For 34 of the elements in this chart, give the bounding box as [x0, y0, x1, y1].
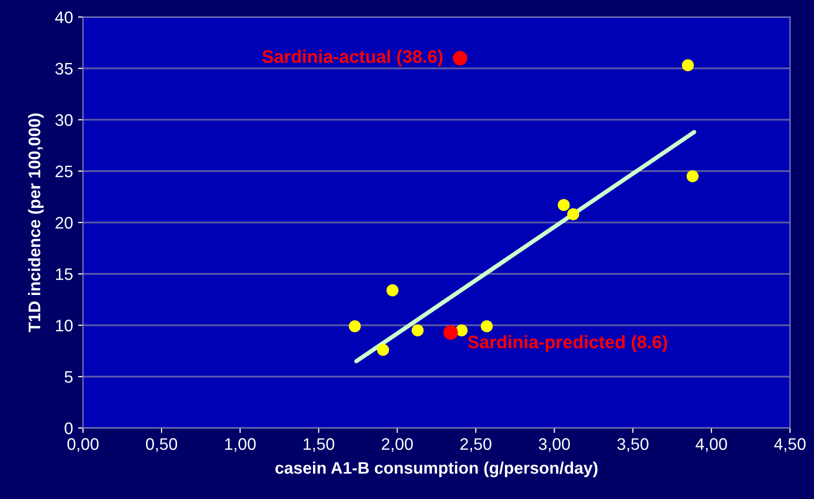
- y-axis-title: T1D incidence (per 100,000): [28, 114, 44, 332]
- y-tick-label: 10: [56, 320, 73, 332]
- y-tick-label: 40: [55, 11, 73, 24]
- x-tick-label: 2,50: [460, 438, 492, 452]
- x-tick-label: 3,00: [538, 438, 570, 452]
- point: [480, 320, 493, 332]
- point: [567, 208, 580, 220]
- point: [558, 199, 570, 212]
- x-axis-title: casein A1-B consumption (g/person/day): [275, 462, 598, 478]
- annotation: Sardinia-actual (38.6): [262, 50, 443, 67]
- point: [443, 325, 458, 340]
- point: [377, 344, 390, 356]
- point: [412, 324, 424, 336]
- x-tick-label: 4,50: [774, 438, 806, 452]
- y-tick-label: 25: [56, 166, 73, 178]
- y-tick-label: 5: [64, 371, 73, 383]
- y-tick-label: 0: [64, 422, 73, 434]
- x-tick-label: 3,50: [617, 438, 648, 452]
- point: [452, 50, 468, 66]
- x-tick-label: 1,50: [304, 438, 334, 452]
- point: [686, 170, 699, 182]
- y-tick-label: 30: [55, 114, 73, 126]
- point: [682, 59, 694, 72]
- x-tick-label: 1,00: [225, 438, 256, 452]
- annotation: Sardinia-predicted (8.6): [468, 335, 668, 352]
- x-tick-label: 0,50: [146, 438, 178, 452]
- y-tick-label: 35: [55, 62, 73, 75]
- x-tick-label: 4,00: [696, 438, 728, 452]
- point: [386, 284, 399, 296]
- y-tick-label: 20: [56, 216, 73, 229]
- point: [348, 320, 361, 332]
- x-tick-label: 0,00: [67, 438, 99, 452]
- x-tick-label: 2,00: [382, 438, 413, 452]
- y-tick-label: 15: [56, 268, 73, 280]
